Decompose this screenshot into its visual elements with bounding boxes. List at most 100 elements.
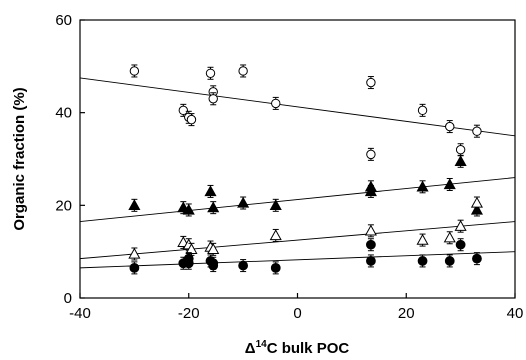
point-open-triangle-5-symbol bbox=[207, 243, 220, 255]
point-open-triangle-0 bbox=[128, 247, 141, 261]
fit-line-2 bbox=[79, 221, 516, 260]
point-filled-triangle-6-symbol bbox=[269, 199, 282, 210]
point-filled-circle-12 bbox=[444, 254, 455, 268]
point-filled-triangle-3 bbox=[204, 184, 217, 198]
point-filled-triangle-0 bbox=[128, 198, 141, 212]
point-filled-circle-3 bbox=[183, 256, 194, 270]
x-tick-label-2: 0 bbox=[293, 305, 301, 322]
point-open-circle-8 bbox=[271, 96, 281, 110]
point-filled-circle-6 bbox=[208, 259, 219, 273]
point-filled-triangle-8-symbol bbox=[364, 185, 377, 197]
point-open-circle-9-symbol bbox=[366, 77, 376, 88]
point-open-circle-3 bbox=[186, 113, 197, 127]
point-open-triangle-7-symbol bbox=[364, 224, 377, 236]
point-filled-triangle-5-symbol bbox=[237, 196, 250, 208]
point-filled-circle-14-symbol bbox=[472, 253, 482, 264]
point-filled-circle-7-symbol bbox=[238, 260, 249, 271]
point-open-circle-8-symbol bbox=[271, 98, 281, 109]
x-tick-label-0: -40 bbox=[69, 305, 91, 322]
point-filled-triangle-6 bbox=[269, 198, 282, 212]
point-filled-triangle-4 bbox=[207, 201, 220, 215]
point-open-triangle-11 bbox=[470, 196, 483, 210]
point-open-circle-9 bbox=[366, 76, 376, 90]
point-filled-circle-8-symbol bbox=[270, 262, 281, 273]
point-open-circle-7 bbox=[238, 64, 248, 78]
point-open-triangle-6 bbox=[269, 228, 282, 242]
x-axis-title: Δ14C bulk POC bbox=[245, 339, 350, 357]
point-filled-triangle-10-symbol bbox=[443, 178, 456, 190]
point-open-circle-6-symbol bbox=[208, 94, 218, 104]
point-filled-circle-11 bbox=[417, 254, 428, 268]
fit-lines bbox=[79, 77, 516, 269]
point-open-circle-13 bbox=[455, 143, 466, 157]
point-filled-circle-7 bbox=[238, 259, 249, 273]
point-open-circle-13-symbol bbox=[455, 145, 466, 155]
point-open-triangle-11-symbol bbox=[470, 196, 483, 208]
point-filled-circle-14 bbox=[472, 252, 482, 266]
point-open-triangle-8 bbox=[416, 233, 429, 247]
axis-ticks: -40 -20 0 20 40 0 20 40 60 bbox=[55, 12, 523, 322]
point-open-circle-14 bbox=[472, 124, 482, 138]
x-tick-label-1: -20 bbox=[178, 305, 200, 322]
point-filled-circle-9-symbol bbox=[366, 239, 376, 250]
y-axis-title: Organic fraction (%) bbox=[11, 87, 28, 230]
point-open-triangle-3 bbox=[185, 242, 198, 256]
point-filled-circle-12-symbol bbox=[444, 256, 455, 266]
point-filled-triangle-2 bbox=[182, 203, 195, 217]
x-axis-title-rest: C bulk POC bbox=[267, 340, 350, 357]
point-filled-circle-11-symbol bbox=[417, 256, 428, 266]
y-tick-label-0: 0 bbox=[64, 290, 72, 307]
point-open-circle-12-symbol bbox=[445, 121, 455, 132]
point-filled-circle-10-symbol bbox=[366, 256, 376, 266]
point-open-triangle-8-symbol bbox=[416, 233, 429, 245]
point-open-triangle-9 bbox=[443, 231, 456, 245]
x-axis-title-superscript: 14 bbox=[256, 339, 268, 350]
point-open-triangle-9-symbol bbox=[443, 231, 456, 243]
point-filled-triangle-9-symbol bbox=[416, 180, 429, 192]
point-open-circle-11 bbox=[417, 103, 428, 117]
point-filled-circle-10 bbox=[366, 254, 376, 268]
point-open-circle-4-symbol bbox=[205, 68, 216, 78]
x-tick-label-4: 40 bbox=[507, 305, 524, 322]
point-filled-triangle-5 bbox=[237, 196, 250, 210]
x-axis-title-delta: Δ bbox=[245, 340, 256, 357]
point-open-triangle-10-symbol bbox=[454, 219, 467, 231]
point-open-circle-4 bbox=[205, 66, 216, 80]
point-filled-triangle-11 bbox=[454, 154, 467, 168]
point-filled-triangle-3-symbol bbox=[204, 185, 217, 197]
fit-line-0 bbox=[79, 77, 516, 137]
fit-line-3 bbox=[79, 251, 516, 269]
x-tick-label-3: 20 bbox=[398, 305, 415, 322]
point-filled-circle-8 bbox=[270, 261, 281, 275]
point-open-triangle-10 bbox=[454, 219, 467, 233]
point-open-circle-10-symbol bbox=[366, 149, 376, 160]
point-open-circle-3-symbol bbox=[186, 114, 197, 125]
point-filled-triangle-9 bbox=[416, 180, 429, 194]
point-open-circle-0-symbol bbox=[129, 66, 140, 76]
point-open-triangle-3-symbol bbox=[185, 243, 198, 255]
point-open-triangle-0-symbol bbox=[128, 247, 141, 259]
point-filled-circle-13-symbol bbox=[455, 239, 466, 250]
point-open-triangle-7 bbox=[364, 224, 377, 238]
point-filled-circle-13 bbox=[455, 238, 466, 252]
y-tick-label-3: 60 bbox=[55, 12, 72, 29]
point-filled-circle-6-symbol bbox=[208, 260, 219, 271]
fit-line-1 bbox=[79, 177, 516, 222]
point-filled-circle-9 bbox=[366, 238, 376, 252]
point-open-circle-11-symbol bbox=[417, 105, 428, 116]
point-filled-triangle-0-symbol bbox=[128, 199, 141, 210]
point-open-circle-0 bbox=[129, 64, 140, 78]
point-open-circle-12 bbox=[445, 120, 455, 134]
y-tick-label-1: 20 bbox=[55, 197, 72, 214]
point-filled-triangle-10 bbox=[443, 177, 456, 191]
point-filled-circle-0-symbol bbox=[129, 262, 140, 273]
point-filled-triangle-8 bbox=[364, 184, 377, 198]
point-open-circle-1-symbol bbox=[178, 105, 189, 116]
data-markers bbox=[128, 64, 483, 275]
point-open-triangle-6-symbol bbox=[269, 229, 282, 241]
point-filled-triangle-4-symbol bbox=[207, 201, 220, 213]
point-filled-circle-0 bbox=[129, 261, 140, 275]
point-open-circle-10 bbox=[366, 147, 376, 161]
point-filled-triangle-11-symbol bbox=[454, 155, 467, 166]
